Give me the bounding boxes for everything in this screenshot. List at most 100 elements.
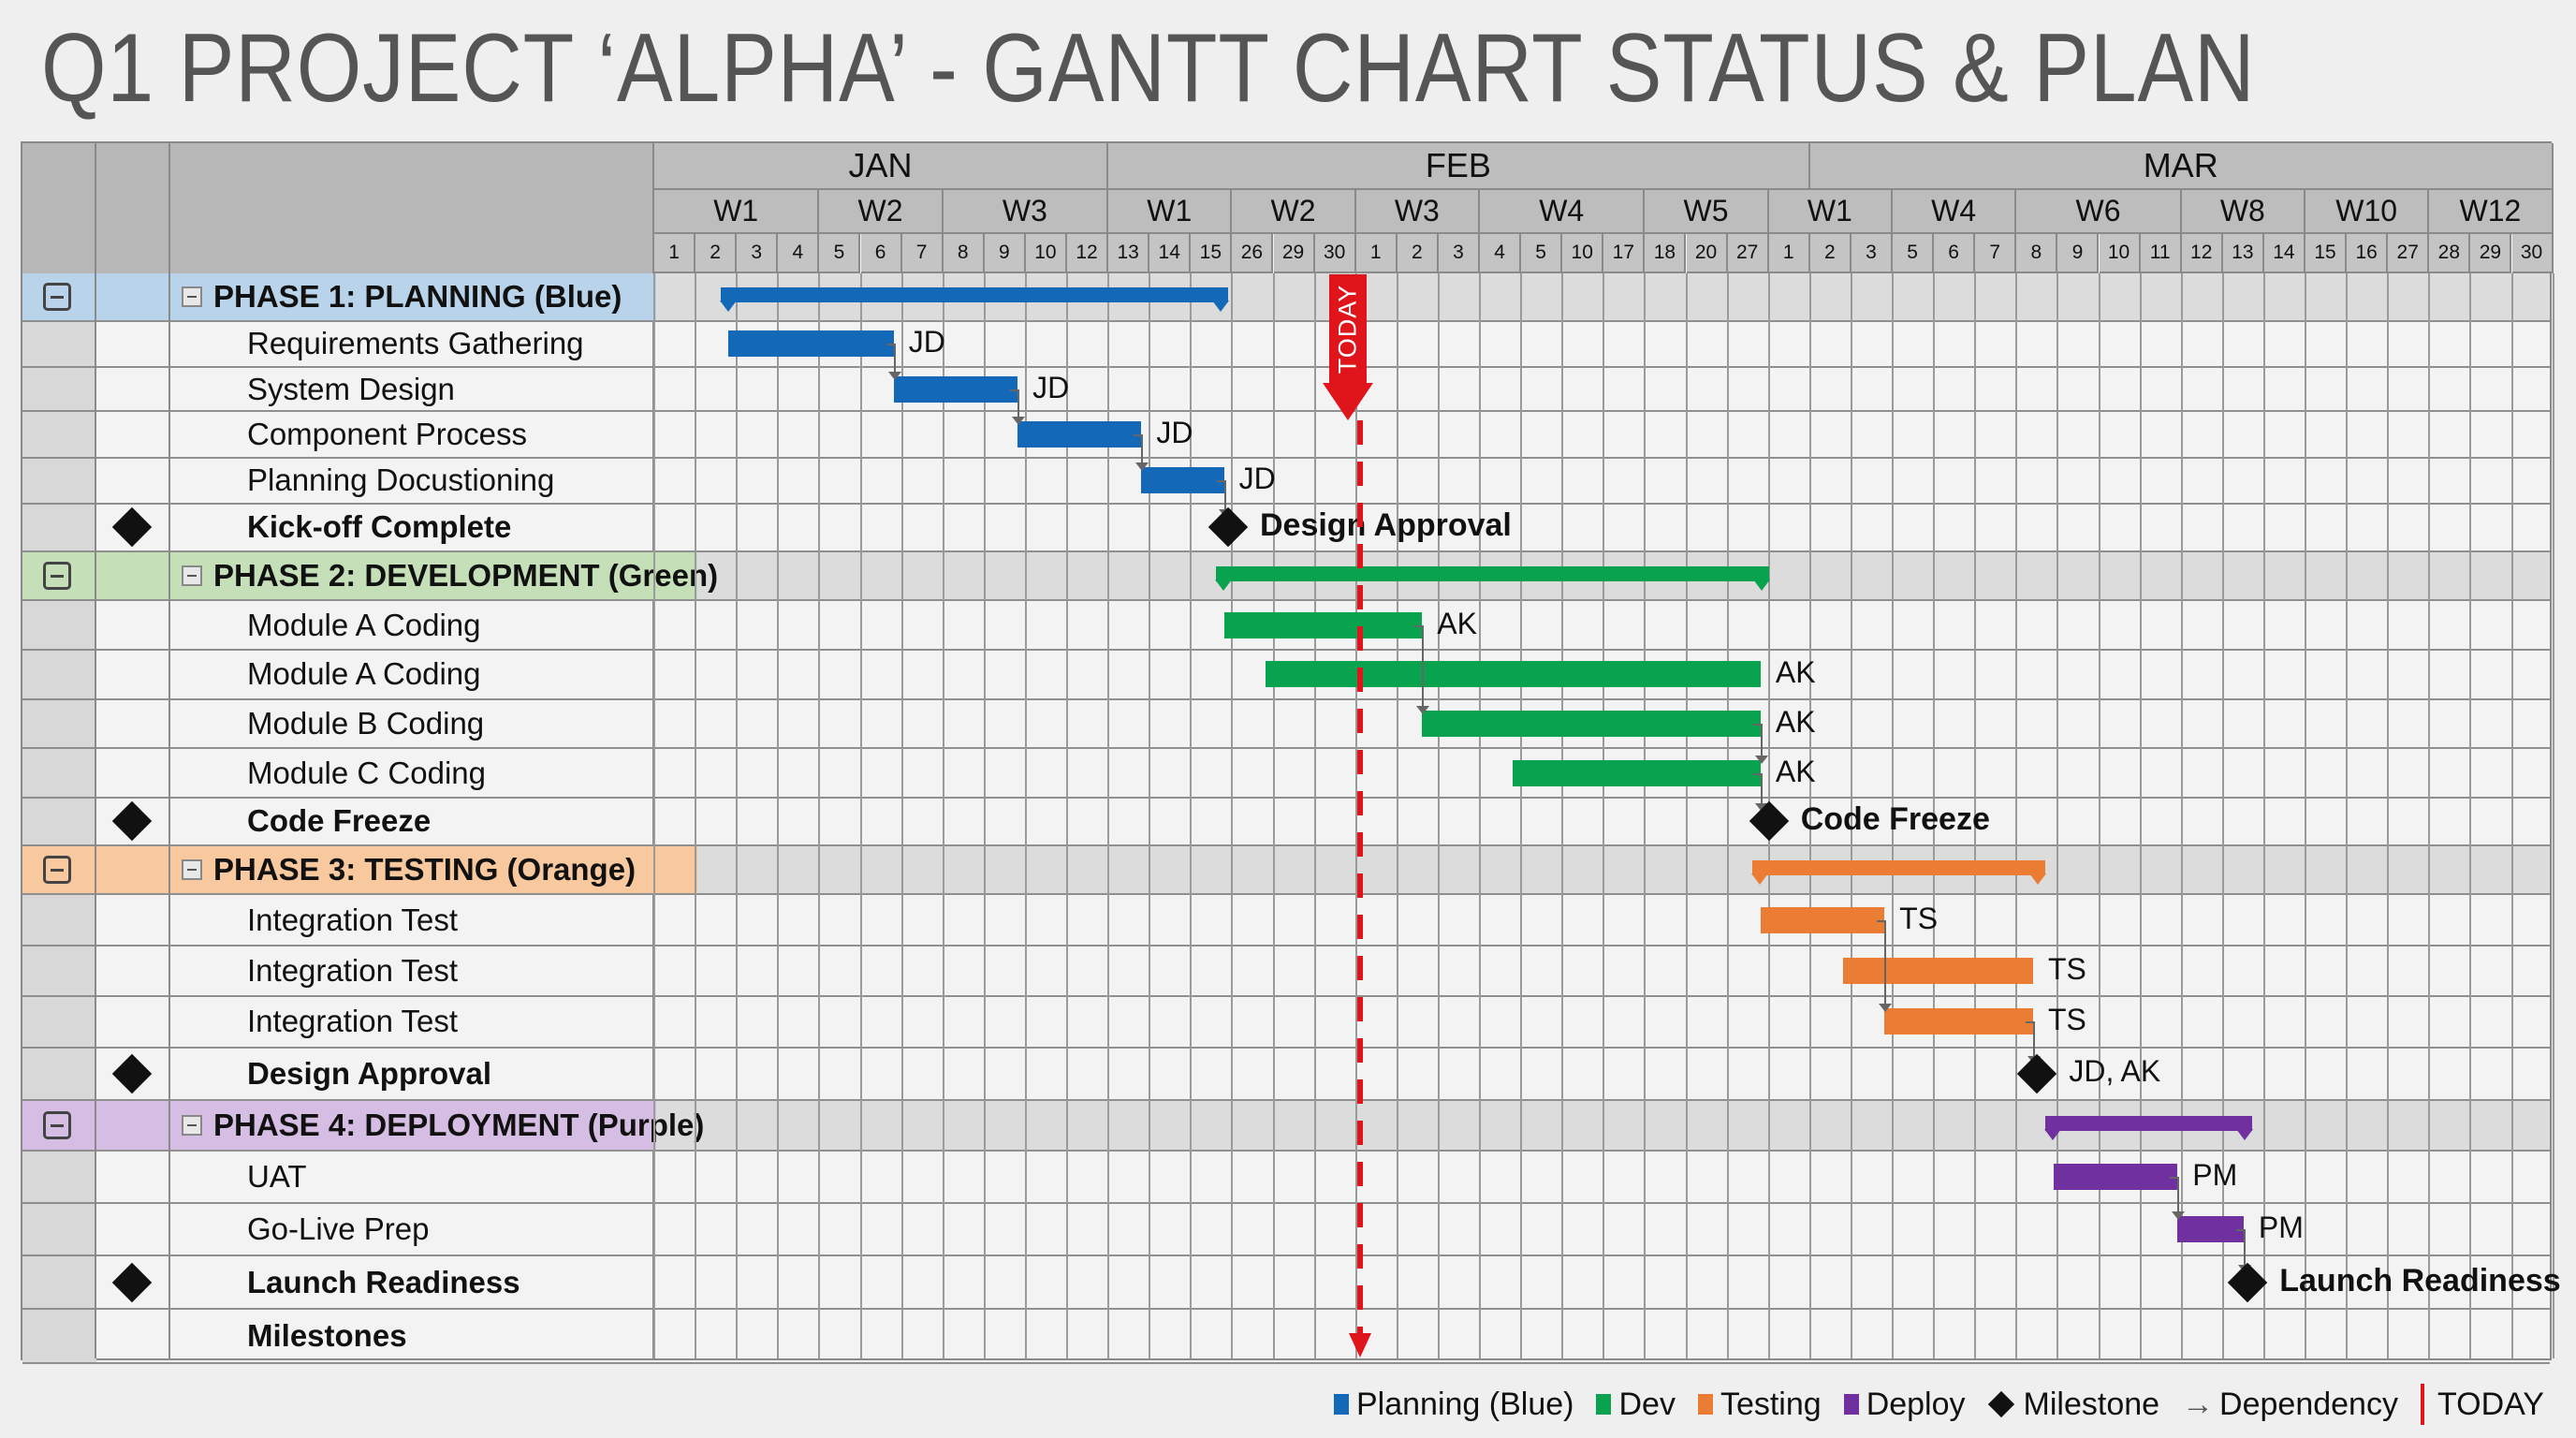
milestone-name[interactable]: Code Freeze bbox=[247, 803, 432, 839]
task-bar[interactable] bbox=[1223, 611, 1423, 638]
milestone-name[interactable]: Launch Readiness bbox=[247, 1264, 520, 1299]
day-header: 16 bbox=[2347, 234, 2389, 273]
day-header: 7 bbox=[1975, 234, 2017, 273]
legend-label: Milestone bbox=[2023, 1386, 2160, 1422]
task-name[interactable]: UAT bbox=[247, 1159, 307, 1195]
task-name[interactable]: Module B Coding bbox=[247, 705, 485, 741]
task-name[interactable]: Requirements Gathering bbox=[247, 326, 584, 361]
collapse-phase-icon[interactable] bbox=[43, 856, 71, 885]
legend-item: Deploy bbox=[1843, 1387, 1966, 1423]
task-name[interactable]: Integration Test bbox=[247, 952, 459, 988]
phase-summary-bar[interactable] bbox=[719, 287, 1230, 313]
task-bar[interactable] bbox=[1265, 661, 1761, 688]
grid-column-line bbox=[1850, 273, 1852, 1358]
grid-column-line bbox=[2552, 273, 2554, 1358]
day-header: 3 bbox=[1438, 234, 1480, 273]
day-header: 12 bbox=[2181, 234, 2223, 273]
row-divider bbox=[22, 995, 2550, 998]
task-bar[interactable] bbox=[1141, 467, 1224, 494]
task-name[interactable]: Integration Test bbox=[247, 902, 459, 937]
dependency-arrow-icon bbox=[886, 344, 901, 381]
row-divider bbox=[22, 648, 2550, 651]
collapse-toggle-icon[interactable] bbox=[182, 1114, 202, 1136]
collapse-phase-icon[interactable] bbox=[43, 561, 71, 590]
task-name[interactable]: Go-Live Prep bbox=[247, 1211, 430, 1247]
task-bar[interactable] bbox=[1017, 420, 1142, 448]
day-header: 13 bbox=[1108, 234, 1150, 273]
task-name[interactable]: Component Process bbox=[247, 416, 527, 451]
today-line-icon bbox=[2420, 1384, 2424, 1425]
grid-column-line bbox=[1313, 273, 1316, 1358]
task-name[interactable]: Planning Docustioning bbox=[247, 462, 555, 498]
resource-label: PM bbox=[2258, 1211, 2304, 1245]
phase-summary-bar[interactable] bbox=[1751, 860, 2047, 886]
day-header: 17 bbox=[1603, 234, 1646, 273]
task-name[interactable]: Module A Coding bbox=[247, 607, 481, 642]
milestone-name[interactable]: Kick-off Complete bbox=[247, 509, 512, 545]
phase-header[interactable]: PHASE 3: TESTING (Orange) bbox=[170, 845, 636, 895]
collapse-toggle-icon[interactable] bbox=[182, 859, 202, 881]
day-header: 3 bbox=[1851, 234, 1893, 273]
phase-header[interactable]: PHASE 4: DEPLOYMENT (Purple) bbox=[170, 1100, 704, 1151]
phase-header[interactable]: PHASE 2: DEVELOPMENT (Green) bbox=[170, 551, 718, 601]
task-bar[interactable] bbox=[1760, 906, 1885, 933]
grid-column-line bbox=[900, 273, 903, 1358]
grid-column-line bbox=[1149, 273, 1151, 1358]
phase-summary-bar[interactable] bbox=[2044, 1115, 2253, 1140]
dependency-arrow-icon bbox=[1216, 480, 1232, 519]
milestone-name[interactable]: Design Approval bbox=[247, 1055, 491, 1091]
row-gutter bbox=[22, 894, 96, 946]
collapse-toggle-icon[interactable] bbox=[182, 286, 202, 308]
legend-label: TODAY bbox=[2437, 1386, 2544, 1422]
legend-item: TODAY bbox=[2420, 1384, 2544, 1425]
day-header: 2 bbox=[1397, 234, 1439, 273]
task-bar[interactable] bbox=[1884, 1008, 2033, 1035]
row-gutter bbox=[22, 797, 96, 845]
task-name[interactable]: System Design bbox=[247, 371, 455, 406]
task-bar[interactable] bbox=[2177, 1216, 2244, 1243]
legend-label: Planning (Blue) bbox=[1356, 1386, 1574, 1422]
task-bar[interactable] bbox=[1843, 957, 2033, 984]
grid-column-line bbox=[983, 273, 986, 1358]
resource-label: JD bbox=[1238, 462, 1276, 496]
day-header: 9 bbox=[2057, 234, 2100, 273]
task-bar[interactable] bbox=[1422, 710, 1761, 737]
week-header: W4 bbox=[1480, 190, 1646, 234]
week-header: W3 bbox=[1355, 190, 1480, 234]
phase-summary-bar[interactable] bbox=[1214, 565, 1770, 591]
task-name[interactable]: Module C Coding bbox=[247, 755, 486, 790]
collapse-phase-icon[interactable] bbox=[43, 1110, 71, 1139]
day-header: 15 bbox=[1191, 234, 1233, 273]
task-bar[interactable] bbox=[1513, 759, 1761, 786]
legend-label: Testing bbox=[1720, 1386, 1822, 1422]
task-name[interactable]: Integration Test bbox=[247, 1004, 459, 1039]
resource-label: AK bbox=[1775, 655, 1816, 690]
collapse-phase-icon[interactable] bbox=[43, 283, 71, 312]
row-divider bbox=[22, 410, 2550, 413]
today-arrow-foot-icon bbox=[1349, 1333, 1371, 1357]
month-header: MAR bbox=[1809, 143, 2554, 190]
task-bar[interactable] bbox=[2053, 1164, 2178, 1191]
task-name[interactable]: Module A Coding bbox=[247, 656, 481, 692]
dependency-arrow-icon bbox=[1414, 624, 1430, 715]
grid-column-line bbox=[2180, 273, 2183, 1358]
phase-header[interactable]: PHASE 1: PLANNING (Blue) bbox=[170, 273, 622, 321]
dependency-arrow-icon bbox=[1752, 772, 1768, 813]
row-divider bbox=[22, 1307, 2550, 1310]
milestone-name[interactable]: Milestones bbox=[247, 1317, 407, 1353]
grid-column-line bbox=[1437, 273, 1440, 1358]
milestone-label: Code Freeze bbox=[1800, 801, 1990, 838]
phase-row-highlight bbox=[22, 550, 698, 601]
collapse-toggle-icon[interactable] bbox=[182, 565, 202, 586]
day-header: 30 bbox=[1314, 234, 1356, 273]
resource-label: JD bbox=[908, 325, 945, 360]
task-bar[interactable] bbox=[728, 330, 894, 358]
grid-column-line bbox=[942, 273, 944, 1358]
grid-column-line bbox=[2346, 273, 2349, 1358]
legend-item: → Dependency bbox=[2182, 1387, 2398, 1423]
task-bar[interactable] bbox=[893, 375, 1018, 403]
row-gutter bbox=[22, 698, 96, 749]
grid-column-line bbox=[1726, 273, 1729, 1358]
legend-item: Testing bbox=[1697, 1386, 1822, 1423]
month-header: FEB bbox=[1108, 143, 1810, 190]
